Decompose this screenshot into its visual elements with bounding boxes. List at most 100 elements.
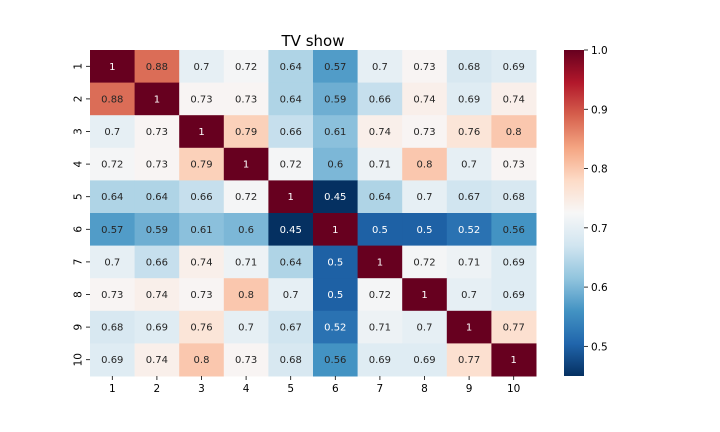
cell-value-r7-c4: 0.71: [235, 257, 257, 268]
cell-value-r7-c7: 1: [377, 257, 383, 268]
cell-value-r10-c6: 0.56: [324, 355, 346, 366]
cell-value-r4-c4: 1: [243, 160, 249, 171]
x-tick-label-2: 2: [154, 383, 161, 395]
cell-value-r3-c9: 0.76: [458, 127, 480, 138]
heatmap-cell-r7-c9: [446, 245, 492, 279]
y-tick-label-2: 2: [73, 96, 85, 103]
cell-value-r6-c6: 1: [332, 225, 338, 236]
cell-value-r8-c5: 0.7: [283, 290, 299, 301]
heatmap-cell-r3-c6: [313, 115, 359, 149]
heatmap-cell-r10-c8: [402, 343, 448, 377]
cell-value-r5-c2: 0.64: [146, 192, 168, 203]
x-tick-label-9: 9: [466, 383, 473, 395]
heatmap-cell-r5-c1: [90, 180, 136, 214]
y-tick-label-6: 6: [73, 226, 85, 233]
cell-value-r3-c5: 0.66: [280, 127, 302, 138]
y-tick-label-5: 5: [73, 193, 85, 200]
cell-value-r9-c5: 0.67: [280, 323, 302, 334]
heatmap-cell-r4-c1: [90, 147, 136, 181]
cell-value-r3-c6: 0.61: [324, 127, 346, 138]
heatmap-cell-r7-c10: [491, 245, 537, 279]
heatmap-cell-r9-c5: [268, 310, 314, 344]
heatmap-cell-r7-c6: [313, 245, 359, 279]
cell-value-r7-c5: 0.64: [280, 257, 302, 268]
x-tick-label-5: 5: [287, 383, 294, 395]
cell-value-r3-c8: 0.73: [413, 127, 435, 138]
x-tick-label-7: 7: [377, 383, 384, 395]
heatmap-cell-r2-c1: [90, 82, 136, 116]
cell-value-r9-c4: 0.7: [238, 323, 254, 334]
heatmap-cell-r1-c10: [491, 50, 537, 84]
heatmap-cell-r5-c5: [268, 180, 314, 214]
heatmap-cell-r2-c10: [491, 82, 537, 116]
colorbar-tick-label-5: 0.9: [591, 104, 608, 116]
cell-value-r10-c1: 0.69: [101, 355, 123, 366]
cell-value-r6-c2: 0.59: [146, 225, 168, 236]
x-tick-label-10: 10: [507, 383, 520, 395]
heatmap-cell-r2-c4: [223, 82, 269, 116]
heatmap-cell-r1-c6: [313, 50, 359, 84]
heatmap-cell-r3-c9: [446, 115, 492, 149]
cell-value-r7-c10: 0.69: [503, 257, 525, 268]
heatmap-cell-r4-c8: [402, 147, 448, 181]
cell-value-r8-c3: 0.73: [190, 290, 212, 301]
cell-value-r8-c8: 1: [421, 290, 427, 301]
heatmap-cell-r10-c2: [134, 343, 180, 377]
cell-value-r2-c8: 0.74: [413, 94, 435, 105]
heatmap-cell-r6-c2: [134, 213, 180, 247]
cell-value-r10-c8: 0.69: [413, 355, 435, 366]
heatmap-cell-r7-c2: [134, 245, 180, 279]
heatmap-cell-r10-c1: [90, 343, 136, 377]
y-tick-label-4: 4: [73, 160, 85, 167]
heatmap-cell-r3-c7: [357, 115, 403, 149]
cell-value-r1-c8: 0.73: [413, 62, 435, 73]
cell-value-r5-c3: 0.66: [190, 192, 212, 203]
cell-value-r8-c2: 0.74: [146, 290, 168, 301]
cell-value-r8-c9: 0.7: [461, 290, 477, 301]
colorbar-tick-label-6: 1.0: [591, 45, 608, 57]
cell-value-r4-c1: 0.72: [101, 160, 123, 171]
heatmap-cell-r8-c7: [357, 278, 403, 312]
heatmap-cell-r5-c4: [223, 180, 269, 214]
cell-value-r7-c3: 0.74: [190, 257, 212, 268]
cell-value-r4-c5: 0.72: [280, 160, 302, 171]
heatmap-cell-r8-c6: [313, 278, 359, 312]
x-tick-label-6: 6: [332, 383, 339, 395]
heatmap-cell-r2-c2: [134, 82, 180, 116]
heatmap-cell-r6-c3: [179, 213, 225, 247]
cell-value-r2-c9: 0.69: [458, 94, 480, 105]
cell-value-r10-c9: 0.77: [458, 355, 480, 366]
cell-value-r8-c4: 0.8: [238, 290, 254, 301]
y-tick-label-9: 9: [73, 324, 85, 331]
cell-value-r3-c3: 1: [198, 127, 204, 138]
cell-value-r2-c7: 0.66: [369, 94, 391, 105]
heatmap-cell-r1-c5: [268, 50, 314, 84]
y-tick-label-3: 3: [73, 128, 85, 135]
heatmap-cell-r10-c9: [446, 343, 492, 377]
heatmap-cell-r8-c4: [223, 278, 269, 312]
heatmap-cells: 1 0.88 0.7 0.72 0.64 0.57 0.7 0.73 0.68 0.69 0.88 1…: [90, 50, 537, 377]
heatmap-cell-r3-c5: [268, 115, 314, 149]
cell-value-r5-c8: 0.7: [417, 192, 433, 203]
cell-value-r1-c10: 0.69: [503, 62, 525, 73]
cell-value-r1-c2: 0.88: [146, 62, 168, 73]
cell-value-r2-c6: 0.59: [324, 94, 346, 105]
heatmap-cell-r6-c10: [491, 213, 537, 247]
cell-value-r6-c5: 0.45: [280, 225, 302, 236]
heatmap-cell-r1-c1: [90, 50, 136, 84]
cell-value-r7-c8: 0.72: [413, 257, 435, 268]
cell-value-r1-c3: 0.7: [194, 62, 210, 73]
heatmap-cell-r8-c3: [179, 278, 225, 312]
heatmap-cell-r2-c5: [268, 82, 314, 116]
heatmap-cell-r6-c7: [357, 213, 403, 247]
heatmap-cell-r6-c9: [446, 213, 492, 247]
cell-value-r9-c7: 0.71: [369, 323, 391, 334]
cell-value-r2-c10: 0.74: [503, 94, 525, 105]
cell-value-r4-c7: 0.71: [369, 160, 391, 171]
heatmap-cell-r2-c9: [446, 82, 492, 116]
cell-value-r9-c2: 0.69: [146, 323, 168, 334]
heatmap-cell-r6-c1: [90, 213, 136, 247]
cell-value-r9-c8: 0.7: [417, 323, 433, 334]
chart-title: TV show: [281, 32, 345, 50]
